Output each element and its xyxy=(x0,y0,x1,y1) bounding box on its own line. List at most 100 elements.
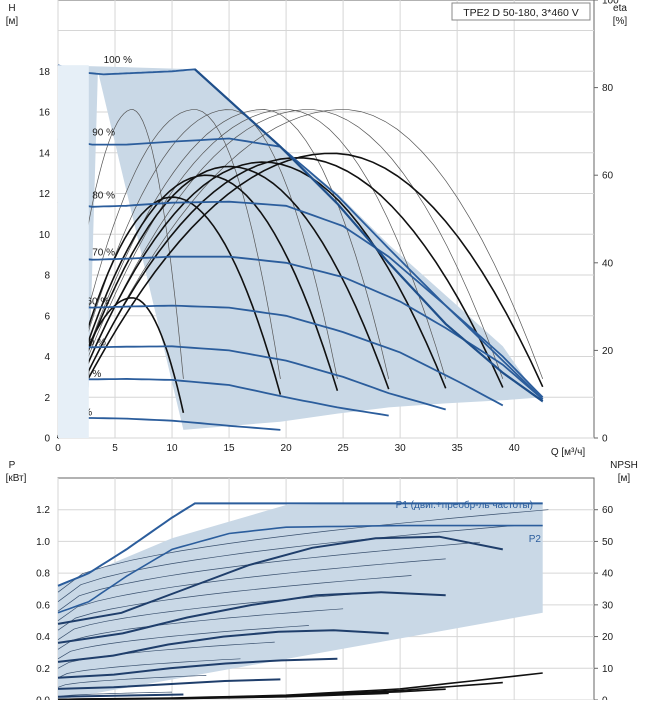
y2-tick-label: 100 xyxy=(602,0,619,7)
power-curve-thick-1 xyxy=(57,535,503,625)
x-axis-label-q: Q [м³/ч] xyxy=(551,447,586,458)
x-tick-label: 15 xyxy=(224,443,236,454)
y2-tick-label: 60 xyxy=(602,171,614,182)
y-axis-label-p: P xyxy=(9,460,16,471)
npsh-tick-label: 60 xyxy=(602,505,614,516)
y-tick-label: 10 xyxy=(39,230,51,241)
range-strip xyxy=(58,65,89,438)
power-curve-thin xyxy=(57,675,207,688)
power-curve-thick-4 xyxy=(57,657,338,679)
power-curve-thick-2 xyxy=(57,591,446,644)
y2-axis-unit-npsh: [м] xyxy=(618,473,631,484)
x-tick-label: 20 xyxy=(281,443,293,454)
power-curve-thin xyxy=(57,691,173,698)
y2-tick-label: 0 xyxy=(602,434,608,445)
head-curve-7 xyxy=(57,377,389,417)
power-y-tick-label: 0.0 xyxy=(36,696,50,701)
power-curve-thin xyxy=(57,625,309,660)
y-tick-label: 4 xyxy=(44,352,50,363)
speed-label-3: 80 % xyxy=(92,191,115,202)
x-tick-label: 10 xyxy=(166,443,178,454)
operating-range-head xyxy=(58,65,543,438)
npsh-tick-label: 20 xyxy=(602,632,614,643)
power-series-1 xyxy=(57,502,543,587)
npsh-curve-4 xyxy=(57,692,389,701)
efficiency-curve-thick xyxy=(57,161,447,439)
y-tick-label: 14 xyxy=(39,148,51,159)
power-curve-thin xyxy=(57,658,241,679)
efficiency-curve-thin xyxy=(57,109,447,439)
x-tick-label: 35 xyxy=(452,443,464,454)
npsh-y-tick-labels: 0 10 20 30 40 50 60 xyxy=(594,505,614,705)
power-curve-thin xyxy=(57,575,412,631)
x-tick-label: 0 xyxy=(55,443,61,454)
npsh-tick-label: 10 xyxy=(602,664,614,675)
y-tick-label: 8 xyxy=(44,271,50,282)
y2-tick-label: 20 xyxy=(602,346,614,357)
speed-label-7: 40 % xyxy=(79,369,102,380)
efficiency-curve-thick xyxy=(57,165,390,439)
speed-label-6: 50 % xyxy=(83,337,106,348)
y-axis-unit-h: [м] xyxy=(6,16,19,27)
power-y-tick-label: 0.6 xyxy=(36,600,50,611)
efficiency-curve-thin xyxy=(57,109,281,439)
legend-p2: P2 xyxy=(529,534,542,545)
power-curve-thick-6 xyxy=(57,693,184,698)
y2-tick-label: 40 xyxy=(602,258,614,269)
operating-range-power xyxy=(58,503,543,700)
head-envelope xyxy=(194,68,544,403)
power-y-tick-label: 1.2 xyxy=(36,505,50,516)
power-series-2 xyxy=(57,524,543,614)
x-tick-label: 5 xyxy=(112,443,118,454)
speed-label-2: 90 % xyxy=(92,127,115,138)
power-curve-thin xyxy=(57,558,446,621)
power-curve-thick-5 xyxy=(57,678,281,690)
efficiency-curve-thick xyxy=(57,152,544,439)
y-tick-label: 2 xyxy=(44,393,50,404)
head-curve-6 xyxy=(57,345,446,411)
y2-axis-unit-eta: [%] xyxy=(613,16,628,27)
power-curve-thin xyxy=(57,525,515,602)
y2-axis-label-npsh: NPSH xyxy=(610,460,638,471)
y2-tick-labels: 0 20 40 60 80 100 xyxy=(594,0,619,445)
y-tick-label: 6 xyxy=(44,311,50,322)
power-y-tick-label: 1.0 xyxy=(36,537,50,548)
power-npsh-chart: 0.0 0.2 0.4 0.6 0.8 1.0 1.2 0 10 20 30 40 50 60 P [к… xyxy=(6,460,638,705)
npsh-tick-label: 0 xyxy=(602,696,608,701)
speed-label-4: 70 % xyxy=(92,248,115,259)
head-curves xyxy=(57,64,544,431)
power-curve-thick-3 xyxy=(57,629,389,663)
power-series xyxy=(57,502,543,614)
power-y-tick-label: 0.4 xyxy=(36,632,50,643)
power-curves-thick xyxy=(57,535,503,698)
x-tick-label: 40 xyxy=(509,443,521,454)
npsh-curves xyxy=(57,672,543,701)
x-tick-label: 25 xyxy=(338,443,350,454)
y-tick-labels: 0 2 4 6 8 10 12 14 16 18 xyxy=(39,67,51,445)
power-y-tick-label: 0.2 xyxy=(36,664,50,675)
head-curve-3 xyxy=(57,200,544,398)
y-tick-label: 0 xyxy=(44,434,50,445)
power-curve-thin xyxy=(57,591,378,640)
speed-label-5: 60 % xyxy=(87,297,110,308)
chart-title: TPE2 D 50-180, 3*460 V xyxy=(463,7,579,19)
efficiency-curve-thin xyxy=(57,109,390,439)
x-tick-labels: 0 5 10 15 20 25 30 35 40 xyxy=(55,443,520,454)
speed-label-1: 100 % xyxy=(104,55,132,66)
y-tick-label: 18 xyxy=(39,67,51,78)
y-tick-label: 12 xyxy=(39,189,51,200)
npsh-tick-label: 30 xyxy=(602,600,614,611)
power-y-tick-label: 0.8 xyxy=(36,569,50,580)
efficiency-curve-thin xyxy=(57,109,504,439)
npsh-tick-label: 50 xyxy=(602,537,614,548)
npsh-tick-label: 40 xyxy=(602,569,614,580)
power-curve-thin xyxy=(57,541,481,612)
head-curve-5 xyxy=(57,304,504,407)
head-efficiency-chart: 0 5 10 15 20 25 30 35 40 0 2 4 6 8 10 12 14 16 18 0 20 40 60… xyxy=(6,0,628,458)
power-curve-thin xyxy=(57,608,344,650)
y2-tick-label: 80 xyxy=(602,83,614,94)
efficiency-curve-thick xyxy=(57,156,504,439)
legend-p1: P1 (двиг.+преобр-ль частоты) xyxy=(396,499,533,511)
